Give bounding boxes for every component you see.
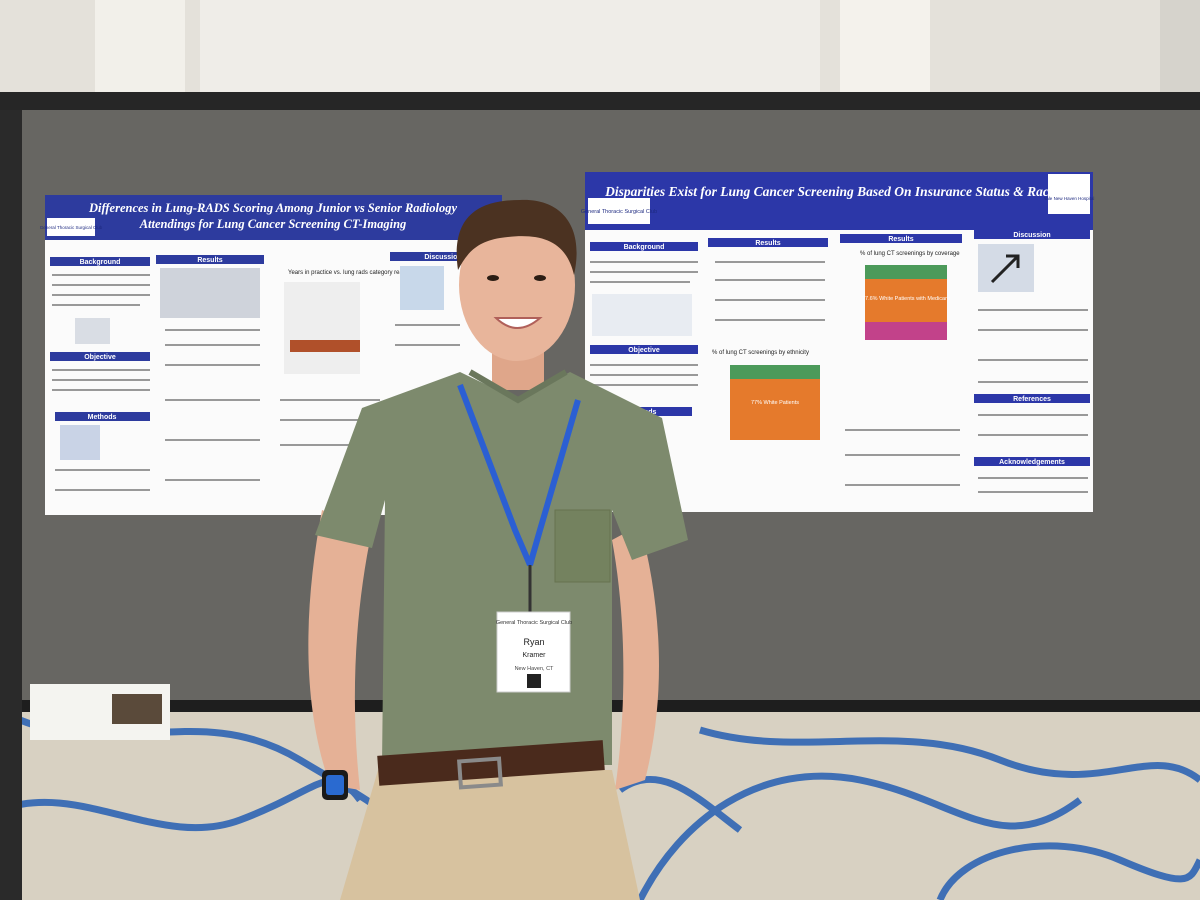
section-title: Discussion: [1013, 232, 1050, 239]
pocket: [554, 509, 611, 583]
window: [200, 0, 820, 100]
sign-image: [112, 694, 162, 724]
swirl: [936, 842, 1200, 900]
section-title: Objective: [628, 347, 660, 354]
section-title: Methods: [88, 414, 117, 421]
poster-title: Attendings for Lung Cancer Screening CT-…: [139, 217, 407, 231]
section-title: Results: [888, 236, 913, 243]
poster-title: Differences in Lung-RADS Scoring Among J…: [88, 201, 458, 215]
section-header: [590, 345, 698, 354]
watch-face: [326, 775, 344, 795]
badge-org: General Thoracic Surgical Club: [496, 620, 572, 626]
section-header: [390, 252, 496, 261]
section-header: [50, 257, 150, 266]
hospital-logo: [1048, 174, 1090, 214]
stacked-top: [730, 365, 820, 379]
section-title: Results: [755, 240, 780, 247]
illustration: [592, 294, 692, 336]
section-header: [708, 238, 828, 247]
table: [160, 268, 260, 318]
section-header: [974, 230, 1090, 239]
section-title: Objective: [84, 354, 116, 361]
chart-label: 77.6% White Patients with Medicare: [862, 296, 950, 302]
section-title: References: [1013, 396, 1051, 403]
qr-code: [527, 674, 541, 688]
left-arm: [308, 510, 372, 790]
lanyard: [527, 399, 581, 566]
arrow-icon: [990, 254, 1020, 284]
section-header: [156, 255, 264, 264]
eye: [487, 275, 499, 281]
badge-last-name: Kramer: [523, 652, 547, 659]
chart-label: 77% White Patients: [751, 400, 799, 406]
shirt: [315, 372, 688, 765]
chart-caption: % of lung CT screenings by coverage: [860, 251, 960, 257]
org-name: General Thoracic Surgical Club: [40, 225, 103, 230]
stacked-top: [865, 265, 947, 279]
poster-header: [45, 195, 502, 240]
section-header: [974, 457, 1090, 466]
section-header: [50, 352, 150, 361]
section-header: [590, 242, 698, 251]
hospital-name: Yale New Haven Hospital: [1044, 196, 1095, 201]
swirl: [698, 726, 1200, 783]
badge-location: New Haven, CT: [515, 666, 554, 672]
hair: [456, 199, 577, 275]
section-title: Background: [624, 244, 665, 251]
face: [459, 209, 575, 361]
section-title: Acknowledgements: [999, 459, 1065, 466]
board-leg: [0, 110, 22, 900]
board-frame: [0, 92, 1200, 110]
section-title: Background: [80, 259, 121, 266]
window: [95, 0, 185, 100]
collar: [468, 369, 568, 404]
lanyard: [457, 383, 533, 567]
belt: [377, 740, 605, 786]
lungs-icon: [60, 425, 100, 460]
org-logo: [47, 218, 95, 236]
body-text: [52, 274, 460, 491]
eye: [534, 275, 546, 281]
section-header: [840, 234, 962, 243]
icon: [400, 266, 444, 310]
chart-caption: % of lung CT screenings by ethnicity: [712, 350, 809, 356]
stacked-bottom: [865, 322, 947, 340]
window: [840, 0, 930, 100]
org-name: General Thoracic Surgical Club: [581, 209, 657, 215]
section-title: Discussion: [424, 254, 461, 261]
buckle: [457, 756, 503, 790]
section-header: [974, 394, 1090, 403]
poster-left: General Thoracic Surgical Club Differenc…: [40, 195, 502, 515]
body-text: [590, 261, 1088, 493]
right-arm: [612, 525, 659, 790]
badge-first-name: Ryan: [523, 637, 544, 647]
chart-caption: Years in practice vs. lung rads category…: [288, 270, 406, 276]
person: General Thoracic Surgical Club Ryan Kram…: [308, 199, 688, 900]
section-title: Results: [197, 257, 222, 264]
poster-title: Disparities Exist for Lung Cancer Screen…: [604, 184, 1055, 199]
window: [1160, 0, 1200, 100]
poster-header: [585, 172, 1093, 230]
swirl: [636, 772, 1083, 900]
section-header: [55, 412, 150, 421]
pants: [340, 770, 640, 900]
scanner-icon: [75, 318, 110, 344]
heatmap-cell: [290, 340, 360, 352]
org-logo: [588, 198, 650, 224]
smile: [493, 317, 543, 329]
heatmap: [284, 282, 360, 374]
